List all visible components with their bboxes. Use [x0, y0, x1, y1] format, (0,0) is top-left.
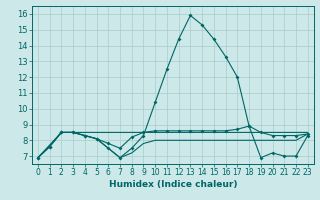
X-axis label: Humidex (Indice chaleur): Humidex (Indice chaleur): [108, 180, 237, 189]
